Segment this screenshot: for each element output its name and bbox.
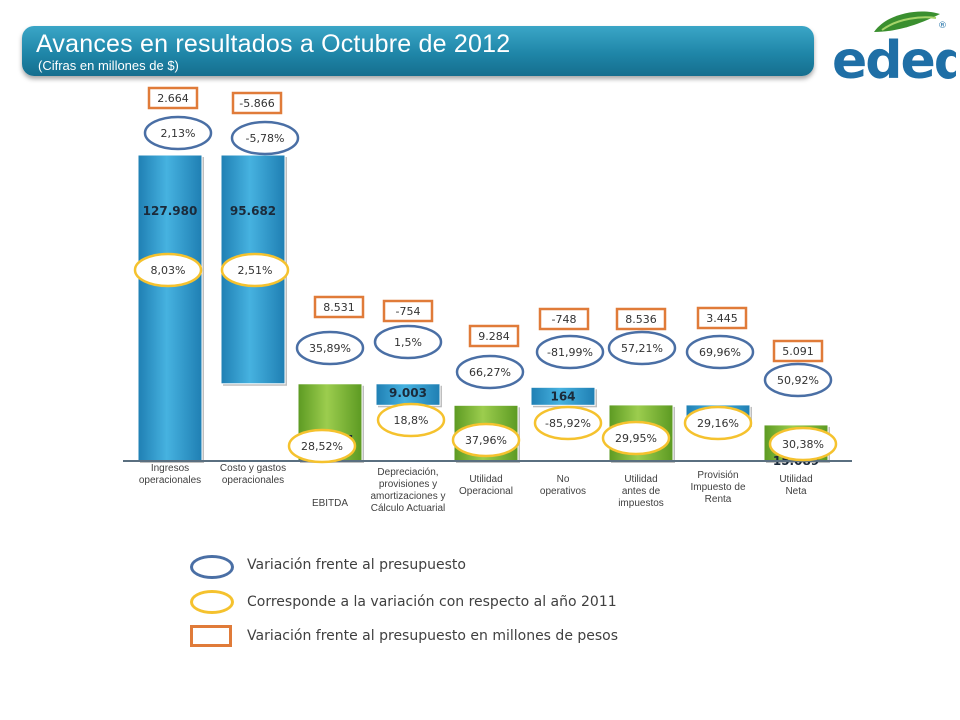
budget-variance-ellipse — [763, 362, 833, 398]
legend-item-yearly-variance: Corresponde a la variación con respecto … — [247, 594, 617, 610]
budget-variance-millions-label: -754 — [396, 305, 421, 318]
legend-orange-rect-icon — [190, 625, 232, 647]
legend-item-budget-variance: Variación frente al presupuesto — [247, 557, 466, 573]
title-banner — [22, 26, 814, 76]
yearly-variance-pct-label: 37,96% — [465, 434, 507, 447]
budget-variance-pct-label: 2,13% — [161, 127, 196, 140]
budget-variance-pct-label: 1,5% — [394, 336, 422, 349]
budget-variance-millions-box — [147, 86, 199, 110]
bar-1 — [137, 154, 203, 462]
budget-variance-millions-label: 8.531 — [323, 301, 355, 314]
yearly-variance-pct-label: 30,38% — [782, 438, 824, 451]
bar-value-label: 9.003 — [389, 386, 427, 400]
budget-variance-ellipse — [295, 330, 365, 366]
logo-text: edeq — [832, 31, 956, 91]
category-label: Utilidad antes de impuestos — [618, 474, 664, 509]
yearly-variance-ellipse — [533, 405, 603, 441]
leaf-icon — [874, 11, 940, 32]
budget-variance-millions-label: 9.284 — [478, 330, 510, 343]
legend-yellow-ellipse-icon — [190, 590, 234, 614]
category-label: Provisión Impuesto de Renta — [690, 470, 745, 505]
category-labels: Ingresos operacionales Costo y gastos opera… — [139, 463, 813, 514]
budget-variance-millions-box — [615, 307, 667, 331]
category-label: Ingresos operacionales — [139, 463, 201, 486]
budget-variance-millions-label: -5.866 — [239, 97, 274, 110]
budget-variance-pct-label: 57,21% — [621, 342, 663, 355]
category-label: Costo y gastos operacionales — [220, 463, 286, 486]
budget-variance-ellipse — [535, 334, 605, 370]
budget-variance-ellipse — [685, 334, 755, 370]
budget-variance-ellipse — [455, 354, 525, 390]
budget-variance-ellipse — [230, 120, 300, 156]
yearly-variance-pct-label: 29,95% — [615, 432, 657, 445]
bar-value-label: 164 — [550, 389, 575, 403]
budget-variance-pct-label: 35,89% — [309, 342, 351, 355]
yearly-variance-ellipse — [220, 252, 290, 288]
category-label: EBITDA — [312, 498, 348, 509]
budget-variance-millions-box — [772, 339, 824, 363]
yearly-variance-pct-label: -85,92% — [545, 417, 591, 430]
category-label: No operativos — [540, 474, 586, 497]
yearly-variance-ellipse — [768, 426, 838, 462]
waterfall-chart: 127.98095.68232.2979.00323.29516423.4598… — [123, 86, 852, 514]
yearly-variance-ellipse — [376, 402, 446, 438]
budget-variance-millions-label: 8.536 — [625, 313, 657, 326]
legend-item-budget-variance-millions: Variación frente al presupuesto en millo… — [247, 628, 619, 644]
category-label: Depreciación, provisiones y amortizaciones… — [370, 467, 445, 514]
yearly-variance-pct-label: 29,16% — [697, 417, 739, 430]
budget-variance-millions-box — [696, 306, 748, 330]
budget-variance-millions-box — [382, 299, 434, 323]
budget-variance-ellipse — [607, 330, 677, 366]
yearly-variance-pct-label: 28,52% — [301, 440, 343, 453]
budget-variance-millions-box — [468, 324, 520, 348]
budget-variance-pct-label: 50,92% — [777, 374, 819, 387]
yearly-variance-ellipse — [451, 422, 521, 458]
bar-value-label: 95.682 — [230, 204, 276, 218]
yearly-variance-ellipse — [287, 428, 357, 464]
budget-variance-millions-box — [538, 307, 590, 331]
edeq-logo: edeq ® — [832, 11, 956, 91]
bar-6 — [530, 386, 596, 406]
budget-variance-millions-label: -748 — [552, 313, 577, 326]
category-label: Utilidad Operacional — [459, 474, 513, 497]
budget-variance-millions-box — [231, 91, 283, 115]
page-subtitle: (Cifras en millones de $) — [38, 58, 179, 73]
yearly-variance-ellipse — [683, 405, 753, 441]
budget-variance-millions-box — [313, 295, 365, 319]
yearly-variance-pct-label: 18,8% — [394, 414, 429, 427]
budget-variance-ellipse — [143, 115, 213, 151]
budget-variance-millions-label: 2.664 — [157, 92, 189, 105]
yearly-variance-ellipse — [601, 420, 671, 456]
yearly-variance-pct-label: 2,51% — [238, 264, 273, 277]
budget-variance-pct-label: 66,27% — [469, 366, 511, 379]
budget-variance-pct-label: 69,96% — [699, 346, 741, 359]
budget-variance-pct-label: -81,99% — [547, 346, 593, 359]
category-label: Utilidad Neta — [779, 474, 812, 497]
budget-variance-pct-label: -5,78% — [246, 132, 285, 145]
annotations-layer: 2.664 -5.866 8.531 -754 9.284 -748 8.536 3.445 5… — [133, 86, 838, 464]
budget-variance-ellipse — [373, 324, 443, 360]
yearly-variance-pct-label: 8,03% — [151, 264, 186, 277]
registered-mark: ® — [938, 21, 947, 31]
budget-variance-millions-label: 5.091 — [782, 345, 814, 358]
bar-value-label: 127.980 — [143, 204, 198, 218]
page-title: Avances en resultados a Octubre de 2012 — [36, 30, 511, 58]
legend-blue-ellipse-icon — [190, 555, 234, 579]
yearly-variance-ellipse — [133, 252, 203, 288]
budget-variance-millions-label: 3.445 — [706, 312, 738, 325]
